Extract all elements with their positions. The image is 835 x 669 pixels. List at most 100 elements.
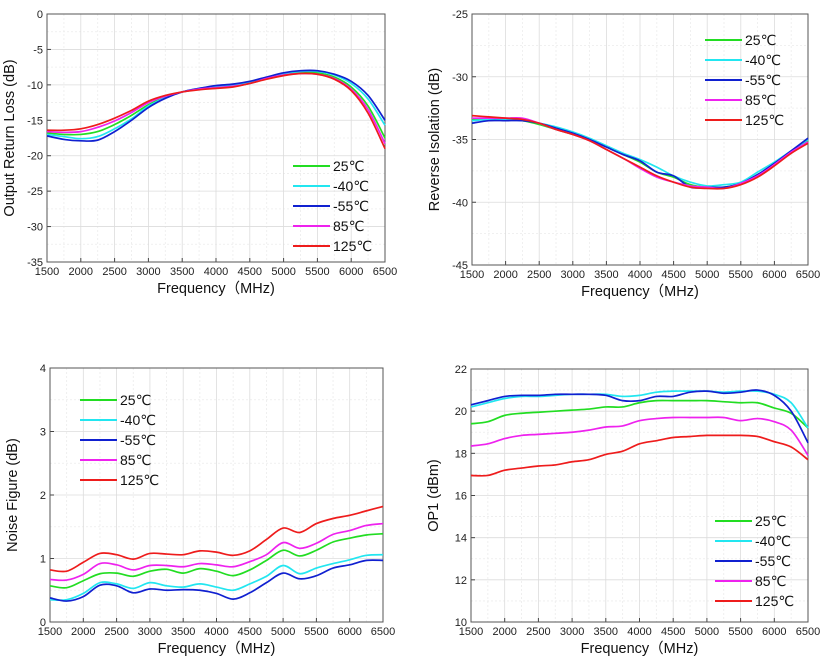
x-tick-label: 6000 — [337, 626, 361, 638]
legend-label: 125℃ — [120, 472, 159, 488]
y-tick-label: -15 — [27, 115, 43, 127]
x-tick-label: 5500 — [304, 626, 328, 638]
x-tick-label: 6000 — [762, 626, 786, 638]
legend-label: 25℃ — [745, 32, 776, 48]
x-tick-label: 4000 — [628, 269, 652, 281]
series-line — [470, 399, 809, 429]
legend: 25℃ -40℃ -55℃ 85℃ 125℃ — [705, 32, 784, 128]
legend: 25℃ -40℃ -55℃ 85℃ 125℃ — [80, 392, 159, 488]
y-axis-label: Reverse Isolation (dB) — [427, 68, 443, 211]
y-tick-label: -30 — [27, 222, 43, 234]
y-tick-label: 16 — [455, 491, 467, 503]
x-tick-label: 3500 — [594, 269, 618, 281]
y-tick-label: -45 — [452, 260, 468, 272]
y-tick-label: 10 — [455, 617, 467, 629]
y-tick-label: -30 — [452, 72, 468, 84]
legend-label: 85℃ — [745, 92, 776, 108]
x-tick-label: 4500 — [238, 626, 262, 638]
series-line — [470, 434, 809, 477]
x-tick-label: 3000 — [560, 626, 584, 638]
legend-label: 125℃ — [333, 238, 372, 254]
x-tick-label: 4000 — [204, 266, 228, 278]
legend-label: -55℃ — [745, 72, 781, 88]
series-line — [49, 553, 384, 602]
y-tick-label: 22 — [455, 364, 467, 376]
legend-label: 25℃ — [755, 513, 786, 529]
y-tick-label: -35 — [452, 135, 468, 147]
x-tick-label: 1500 — [460, 269, 484, 281]
series-line — [49, 532, 384, 589]
x-tick-label: 5000 — [695, 269, 719, 281]
legend-label: 25℃ — [333, 158, 364, 174]
y-axis-label: OP1 (dBm) — [426, 459, 442, 532]
legend-label: -40℃ — [745, 52, 781, 68]
x-tick-label: 2000 — [493, 269, 517, 281]
x-tick-label: 5500 — [729, 269, 753, 281]
x-tick-label: 3000 — [138, 626, 162, 638]
legend-label: 85℃ — [755, 573, 786, 589]
x-tick-label: 2500 — [104, 626, 128, 638]
x-tick-label: 1500 — [459, 626, 483, 638]
x-tick-label: 6500 — [371, 626, 395, 638]
x-tick-label: 3500 — [170, 266, 194, 278]
x-tick-label: 6500 — [373, 266, 397, 278]
x-tick-label: 2000 — [492, 626, 516, 638]
x-tick-label: 3000 — [136, 266, 160, 278]
x-tick-label: 4000 — [627, 626, 651, 638]
y-tick-label: 12 — [455, 575, 467, 587]
legend-label: 125℃ — [745, 112, 784, 128]
x-tick-label: 3500 — [171, 626, 195, 638]
y-axis-label: Output Return Loss (dB) — [2, 59, 18, 216]
y-tick-label: 0 — [40, 617, 46, 629]
x-tick-label: 6000 — [339, 266, 363, 278]
x-axis-label: Frequency（MHz) — [157, 280, 275, 297]
x-tick-label: 4500 — [661, 626, 685, 638]
y-tick-label: 0 — [37, 9, 43, 21]
x-tick-label: 2500 — [527, 269, 551, 281]
x-tick-label: 2000 — [69, 266, 93, 278]
y-tick-label: -40 — [452, 197, 468, 209]
series-line — [49, 559, 384, 602]
x-tick-label: 2000 — [71, 626, 95, 638]
x-tick-label: 6500 — [796, 269, 820, 281]
legend: 25℃ -40℃ -55℃ 85℃ 125℃ — [715, 513, 794, 609]
y-axis-label: Noise Figure (dB) — [5, 438, 21, 552]
series-line — [470, 389, 809, 444]
y-tick-label: -20 — [27, 151, 43, 163]
x-tick-label: 5500 — [728, 626, 752, 638]
x-tick-label: 2500 — [526, 626, 550, 638]
y-tick-label: 2 — [40, 490, 46, 502]
legend-label: 25℃ — [120, 392, 151, 408]
x-tick-label: 5000 — [271, 626, 295, 638]
series-line — [471, 116, 809, 190]
x-tick-label: 4500 — [661, 269, 685, 281]
chart-1: 1500 2000 2500 3000 3500 4000 4500 5000 5500 6000… — [2, 9, 397, 297]
x-tick-label: 5000 — [271, 266, 295, 278]
x-axis-label: Frequency（MHz) — [581, 640, 699, 657]
x-tick-label: 6000 — [762, 269, 786, 281]
chart-4: 1500 2000 2500 3000 3500 4000 4500 5000 5500 6000… — [426, 364, 820, 657]
x-tick-label: 5500 — [305, 266, 329, 278]
y-tick-label: 3 — [40, 427, 46, 439]
legend-label: -55℃ — [333, 198, 369, 214]
legend-label: 85℃ — [333, 218, 364, 234]
legend-label: -40℃ — [120, 412, 156, 428]
y-tick-label: -5 — [33, 44, 43, 56]
legend-label: -55℃ — [755, 553, 791, 569]
y-tick-label: 14 — [455, 533, 467, 545]
y-tick-label: -35 — [27, 257, 43, 269]
series-line — [471, 114, 809, 190]
x-tick-label: 3000 — [561, 269, 585, 281]
chart-2: 1500 2000 2500 3000 3500 4000 4500 5000 5500 6000… — [427, 9, 820, 300]
x-tick-label: 1500 — [38, 626, 62, 638]
legend-label: -40℃ — [333, 178, 369, 194]
series-line — [46, 69, 386, 142]
legend-label: 85℃ — [120, 452, 151, 468]
y-tick-label: -25 — [27, 186, 43, 198]
chart-3: 1500 2000 2500 3000 3500 4000 4500 5000 5500 6000… — [5, 363, 395, 657]
plot-frame — [470, 368, 809, 623]
y-tick-label: 1 — [40, 554, 46, 566]
series-line — [46, 72, 386, 149]
y-tick-label: 18 — [455, 448, 467, 460]
